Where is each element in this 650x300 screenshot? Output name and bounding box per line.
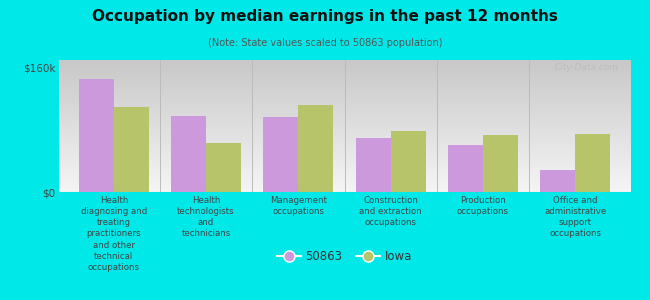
Text: Occupation by median earnings in the past 12 months: Occupation by median earnings in the pas… [92, 9, 558, 24]
Bar [391, 131, 426, 192]
Bar [206, 143, 241, 192]
Bar [263, 117, 298, 192]
Text: City-Data.com: City-Data.com [555, 63, 619, 72]
Bar [483, 135, 518, 192]
Bar [575, 134, 610, 192]
Text: (Note: State values scaled to 50863 population): (Note: State values scaled to 50863 popu… [208, 38, 442, 47]
Bar [540, 170, 575, 192]
Bar [79, 80, 114, 192]
Bar [114, 106, 149, 192]
Bar [298, 105, 333, 192]
Bar [171, 116, 206, 192]
Legend: 50863, Iowa: 50863, Iowa [272, 245, 417, 268]
Bar [448, 146, 483, 192]
Bar [356, 138, 391, 192]
